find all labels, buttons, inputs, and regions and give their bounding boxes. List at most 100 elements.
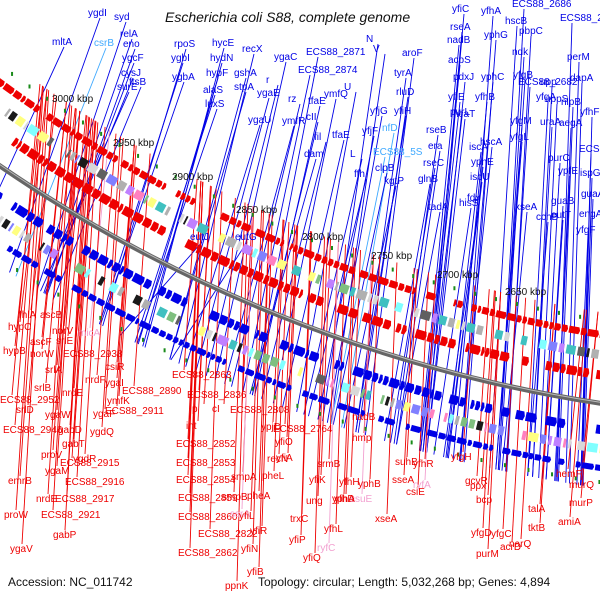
reverse-cds-arrow xyxy=(506,312,517,322)
reverse-gene-label: fhlA xyxy=(19,310,37,321)
reverse-gene-leader xyxy=(569,309,587,518)
reverse-cds-arrow xyxy=(228,216,237,226)
reverse-cds-arrow xyxy=(217,254,231,268)
reverse-gene-label: srlE xyxy=(56,336,74,347)
forward-cds-arrow xyxy=(384,417,396,426)
reverse-cds-arrow xyxy=(560,363,566,374)
forward-gene-leader xyxy=(214,61,287,380)
forward-gene-leader xyxy=(169,77,247,360)
reverse-gene-label: norW xyxy=(30,349,54,360)
reverse-cds-arrow xyxy=(561,324,569,333)
reverse-gene-label: micA xyxy=(78,328,101,339)
forward-cds-arrow xyxy=(0,191,3,200)
outer-tick-dot xyxy=(364,426,367,431)
reverse-gene-leader xyxy=(15,86,44,511)
forward-cds-arrow xyxy=(347,405,361,415)
reverse-feature-block xyxy=(291,264,303,277)
forward-gene-label: hcaT xyxy=(453,109,475,120)
forward-feature-block xyxy=(48,248,59,260)
forward-cds-arrow xyxy=(71,284,82,294)
reverse-cds-arrow xyxy=(548,321,554,330)
reverse-gene-label: ECS88_2915 xyxy=(60,458,120,469)
forward-cds-arrow xyxy=(501,447,511,455)
forward-cds-arrow xyxy=(205,351,211,359)
reverse-cds-arrow xyxy=(521,316,528,324)
forward-gene-label: hisS xyxy=(459,198,479,209)
forward-gene-label: eutG xyxy=(235,232,257,243)
reverse-cds-arrow xyxy=(274,237,281,245)
forward-gene-label: yfgM xyxy=(510,116,532,127)
forward-feature-block xyxy=(547,435,553,446)
forward-cds-arrow xyxy=(253,371,266,382)
reverse-gene-label: ECS88_2917 xyxy=(55,494,115,505)
forward-gene-leader xyxy=(506,35,532,472)
reverse-gene-label: ymfK xyxy=(107,396,130,407)
reverse-cds-arrow xyxy=(195,244,202,254)
forward-feature-block xyxy=(394,399,403,410)
outer-tick-dot xyxy=(251,386,254,391)
position-tick-label: 2800 kbp xyxy=(302,232,344,243)
forward-gene-label: yfgF xyxy=(576,225,595,236)
forward-gene-label: recX xyxy=(242,44,263,55)
forward-feature-block xyxy=(329,378,335,388)
reverse-cds-arrow xyxy=(254,228,266,239)
forward-gene-label: ndk xyxy=(512,47,529,58)
reverse-feature-block xyxy=(77,156,90,169)
reverse-cds-arrow xyxy=(184,194,191,203)
reverse-gene-label: nadB xyxy=(352,412,376,423)
reverse-cds-arrow xyxy=(26,147,40,161)
reverse-gene-leader xyxy=(258,213,270,568)
outer-tick-dot xyxy=(120,327,123,332)
forward-feature-block xyxy=(166,311,177,323)
forward-gene-label: rpoS xyxy=(174,39,195,50)
reverse-feature-block xyxy=(154,201,167,214)
forward-gene-label: U xyxy=(344,82,351,93)
reverse-cds-arrow xyxy=(184,238,198,252)
forward-feature-block xyxy=(215,334,230,347)
reverse-cds-arrow xyxy=(228,259,235,270)
forward-cds-arrow xyxy=(399,380,405,391)
reverse-gene-label: emrB xyxy=(8,476,32,487)
outer-tick-dot xyxy=(16,268,19,273)
reverse-cds-arrow xyxy=(69,128,76,137)
forward-gene-label: tfaE xyxy=(308,96,326,107)
forward-feature-block xyxy=(359,388,366,399)
reverse-gene-leader xyxy=(539,303,556,505)
reverse-gene-label: yphA xyxy=(332,494,355,505)
forward-feature-block xyxy=(497,425,505,436)
inner-tick-dot xyxy=(118,143,121,148)
forward-cds-arrow xyxy=(377,415,385,423)
forward-feature-block xyxy=(340,382,351,394)
reverse-cds-arrow xyxy=(313,253,322,262)
reverse-gene-leader xyxy=(64,115,88,531)
reverse-cds-arrow xyxy=(489,308,496,317)
forward-gene-label: guaA xyxy=(581,189,600,200)
reverse-gene-label: srlD xyxy=(16,405,34,416)
reverse-feature-block xyxy=(558,343,565,353)
inner-tick-dot xyxy=(271,221,274,226)
forward-gene-label: nlpB xyxy=(561,97,581,108)
forward-feature-block xyxy=(236,342,243,353)
reverse-gene-label: ssuE xyxy=(350,494,373,505)
forward-cds-arrow xyxy=(196,347,207,357)
inner-tick-dot xyxy=(474,291,477,296)
forward-gene-leader xyxy=(452,101,488,460)
reverse-cds-arrow xyxy=(400,324,407,335)
reverse-feature-block xyxy=(538,339,548,350)
forward-gene-label: ygaE xyxy=(257,88,280,99)
reverse-feature-block xyxy=(7,110,18,122)
outer-tick-dot xyxy=(527,467,530,472)
reverse-cds-arrow xyxy=(282,283,291,294)
reverse-gene-leader xyxy=(47,105,73,495)
reverse-cds-arrow xyxy=(36,154,45,165)
reverse-gene-label: ECS88_2890 xyxy=(122,386,182,397)
forward-gene-leader xyxy=(170,241,248,361)
position-tick-label: 2650 kbp xyxy=(505,287,547,298)
reverse-cds-arrow xyxy=(15,140,23,150)
forward-gene-label: dapA xyxy=(570,73,594,84)
reverse-gene-label: ryfA xyxy=(413,480,431,491)
forward-feature-block xyxy=(83,268,92,279)
forward-cds-arrow xyxy=(581,462,595,470)
forward-cds-arrow xyxy=(429,389,434,399)
